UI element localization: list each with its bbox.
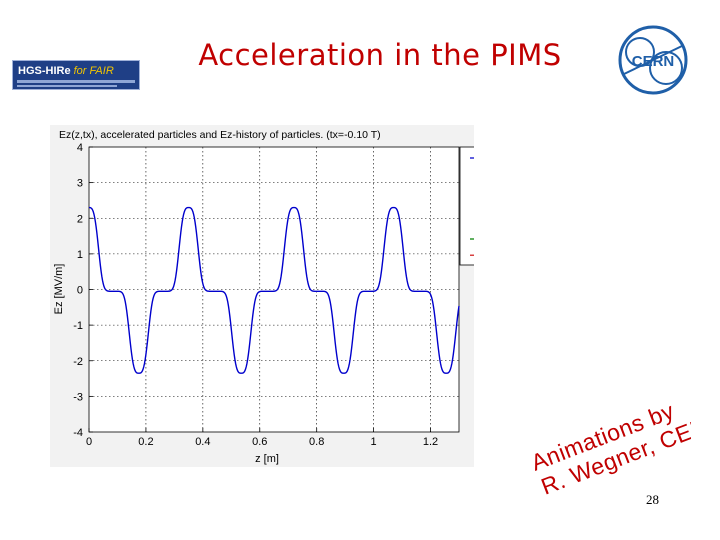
animation-credit: Animations by R. Wegner, CERN bbox=[531, 397, 691, 495]
chart-svg: 0 0.2 0.4 0.6 0.8 1 1.2 4 3 2 1 0 -1 -2 -3 -4 Ez(z,tx),… bbox=[53, 129, 474, 465]
y-axis-label: Ez [MV/m] bbox=[53, 264, 65, 315]
y-tick-label: 1 bbox=[77, 249, 83, 261]
legend-box bbox=[459, 146, 474, 266]
y-tick-label: 0 bbox=[77, 285, 83, 297]
hgs-logo-subtitle-bar-2 bbox=[17, 85, 117, 87]
hgs-hire-logo-text: HGS-HIRe for FAIR bbox=[18, 65, 114, 77]
y-tick-label: 2 bbox=[77, 213, 83, 225]
cern-logo: CERN bbox=[618, 25, 688, 95]
chart-title: Ez(z,tx), accelerated particles and Ez-h… bbox=[59, 129, 381, 141]
x-tick-label: 1.2 bbox=[423, 436, 438, 448]
x-tick-label: 0.6 bbox=[252, 436, 267, 448]
x-tick-label: 0.4 bbox=[195, 436, 210, 448]
y-tick-label: -3 bbox=[73, 391, 83, 403]
hgs-hire-logo: HGS-HIRe for FAIR bbox=[12, 60, 140, 90]
x-tick-label: 1 bbox=[371, 436, 377, 448]
y-tick-label: -1 bbox=[73, 320, 83, 332]
series-layer bbox=[88, 206, 460, 374]
x-tick-label: 0.8 bbox=[309, 436, 324, 448]
slide-title: Acceleration in the PIMS bbox=[198, 38, 562, 72]
ticks-layer: 0 0.2 0.4 0.6 0.8 1 1.2 4 3 2 1 0 -1 -2 -3 -4 bbox=[73, 142, 438, 448]
x-tick-label: 0.2 bbox=[138, 436, 153, 448]
chart-legend: Ez(z,tx= -0.10 T)P_1: phi_s= 0.0 degP_2:… bbox=[459, 146, 474, 266]
chart-panel: 0 0.2 0.4 0.6 0.8 1 1.2 4 3 2 1 0 -1 -2 -3 -4 Ez(z,tx),… bbox=[50, 125, 474, 467]
cern-logo-text: CERN bbox=[632, 53, 675, 70]
hgs-logo-subtitle-bar bbox=[17, 80, 135, 83]
x-tick-label: 0 bbox=[86, 436, 92, 448]
x-axis-label: z [m] bbox=[255, 453, 279, 465]
y-tick-label: -2 bbox=[73, 356, 83, 368]
y-tick-label: -4 bbox=[73, 427, 83, 439]
y-tick-label: 4 bbox=[77, 142, 83, 154]
page-number: 28 bbox=[646, 492, 659, 507]
ez-series-line bbox=[88, 206, 460, 374]
y-tick-label: 3 bbox=[77, 178, 83, 190]
grid-layer bbox=[89, 147, 459, 432]
